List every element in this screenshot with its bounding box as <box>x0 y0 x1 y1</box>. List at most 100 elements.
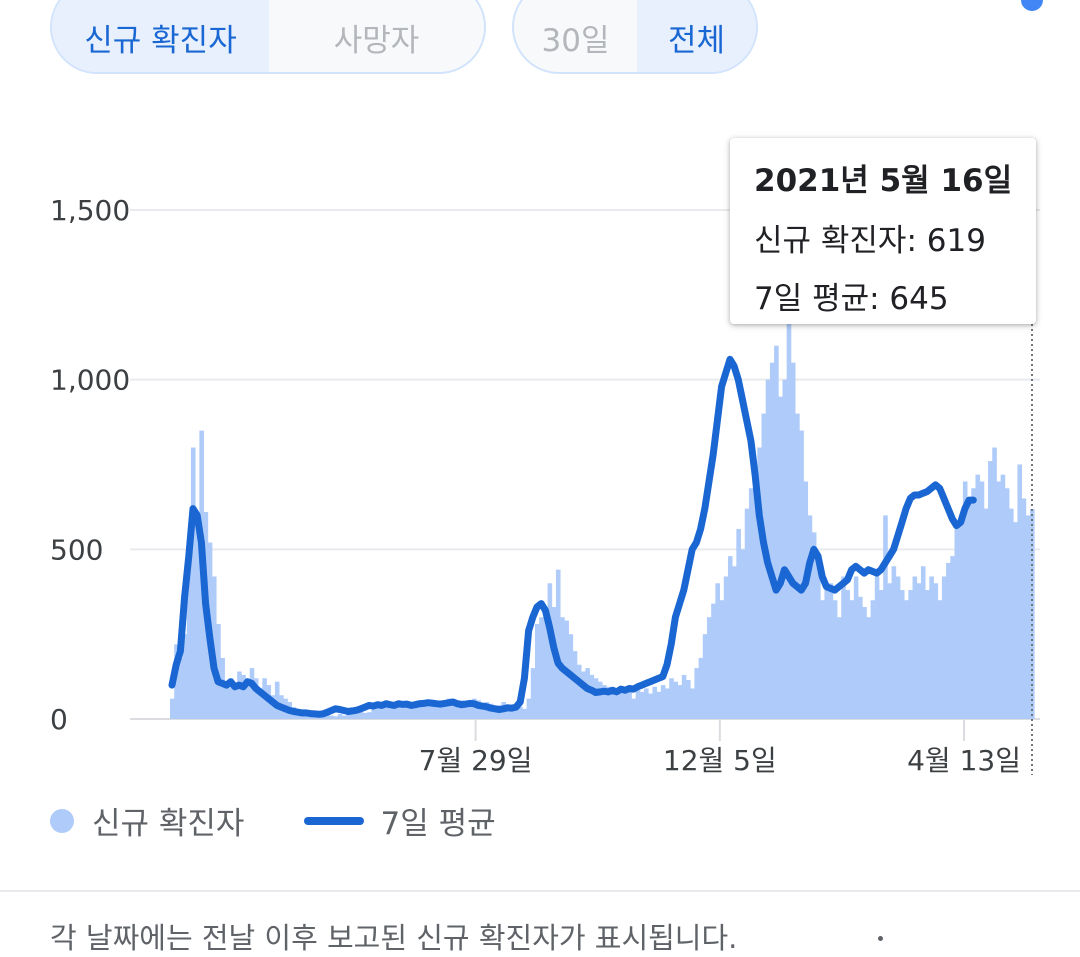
bar <box>333 716 339 719</box>
bar <box>644 688 649 719</box>
bar <box>274 681 280 719</box>
bar <box>719 600 725 719</box>
bar <box>635 690 641 719</box>
bar <box>220 657 225 719</box>
bar <box>1030 508 1035 719</box>
bar <box>186 542 192 719</box>
bar <box>941 576 947 719</box>
bar <box>673 681 679 719</box>
bar <box>383 707 389 719</box>
bar <box>493 707 498 719</box>
bar <box>870 600 876 719</box>
bar <box>774 345 779 719</box>
bar <box>895 576 901 719</box>
bar <box>925 590 930 719</box>
bar <box>438 703 444 719</box>
bar <box>681 674 687 719</box>
bar <box>228 678 234 719</box>
bar <box>572 651 578 719</box>
bar <box>971 488 976 719</box>
bar <box>690 688 695 719</box>
bar <box>1013 522 1018 719</box>
footnote: 각 날짜에는 전날 이후 보고된 신규 확진자가 표시됩니다. <box>50 921 738 955</box>
bar <box>677 685 683 719</box>
x-axis-ticks: 7월 29일 12월 5일 4월 13일 <box>419 719 1021 777</box>
range-option-all[interactable]: 전체 <box>637 0 756 72</box>
bar <box>614 695 620 719</box>
bar <box>375 707 381 719</box>
bar <box>195 528 200 719</box>
metric-option-new-cases[interactable]: 신규 확진자 <box>52 0 269 72</box>
divider <box>0 890 1080 892</box>
bar <box>732 566 737 719</box>
bar <box>350 710 355 719</box>
bar <box>1017 464 1023 719</box>
bar <box>958 515 964 719</box>
bar <box>929 576 934 719</box>
bar <box>606 686 611 719</box>
bar <box>245 685 251 719</box>
bar <box>962 481 968 719</box>
chart-legend: 신규 확진자 7일 평균 <box>50 798 496 843</box>
bar <box>396 707 402 719</box>
bar <box>362 712 368 719</box>
bars-legend-swatch <box>50 808 74 833</box>
more-dot-icon[interactable] <box>878 936 883 941</box>
bar <box>539 617 544 719</box>
bar <box>908 590 913 719</box>
bar <box>518 707 523 719</box>
bar <box>430 700 435 719</box>
bar <box>543 610 548 719</box>
bar <box>753 474 758 719</box>
bar <box>1004 488 1010 719</box>
cases-chart[interactable]: 0 500 1,000 1,500 7월 29일 12월 5일 4월 13일 <box>0 0 1080 800</box>
bar <box>1000 474 1006 719</box>
bar <box>224 685 230 719</box>
bar <box>627 691 632 719</box>
bar <box>665 688 670 719</box>
range-option-30d[interactable]: 30일 <box>541 22 610 59</box>
bar <box>258 688 263 719</box>
bar <box>904 600 909 719</box>
bar <box>1009 508 1014 719</box>
bar <box>337 713 343 719</box>
metric-option-deaths[interactable]: 사망자 <box>333 22 420 59</box>
metric-toggle: 신규 확진자 사망자 <box>50 0 486 74</box>
bar <box>602 685 607 719</box>
bar <box>669 678 674 719</box>
bar <box>367 712 372 719</box>
y-axis-ticks: 0 500 1,000 1,500 <box>50 194 130 736</box>
bar <box>530 668 536 719</box>
bar <box>786 311 792 719</box>
bar <box>232 688 238 719</box>
bars-legend-label: 신규 확진자 <box>92 806 245 842</box>
bar <box>992 447 997 719</box>
bar <box>782 379 788 719</box>
bar <box>237 671 242 719</box>
bar <box>442 705 448 719</box>
bar <box>899 590 905 719</box>
bar <box>862 607 867 719</box>
bar <box>933 583 939 719</box>
bar <box>920 566 926 719</box>
bar <box>581 671 586 719</box>
bar <box>727 556 733 719</box>
tooltip-new-cases: 신규 확진자: 619 <box>754 223 986 259</box>
x-tick-label: 4월 13일 <box>907 744 1021 777</box>
bar <box>723 576 729 719</box>
data-tooltip: 2021년 5월 16일 신규 확진자: 619 7일 평균: 645 <box>730 138 1036 324</box>
bar <box>371 709 376 719</box>
bar <box>744 508 750 719</box>
bar <box>988 461 993 719</box>
bar <box>853 576 859 719</box>
bar <box>845 590 851 719</box>
bar <box>434 702 439 719</box>
bar <box>593 678 599 719</box>
bar <box>451 702 456 719</box>
bar <box>975 474 981 719</box>
bar <box>761 413 767 719</box>
bar <box>404 705 410 719</box>
bar <box>455 703 460 719</box>
bar <box>514 705 519 719</box>
bar <box>639 691 645 719</box>
